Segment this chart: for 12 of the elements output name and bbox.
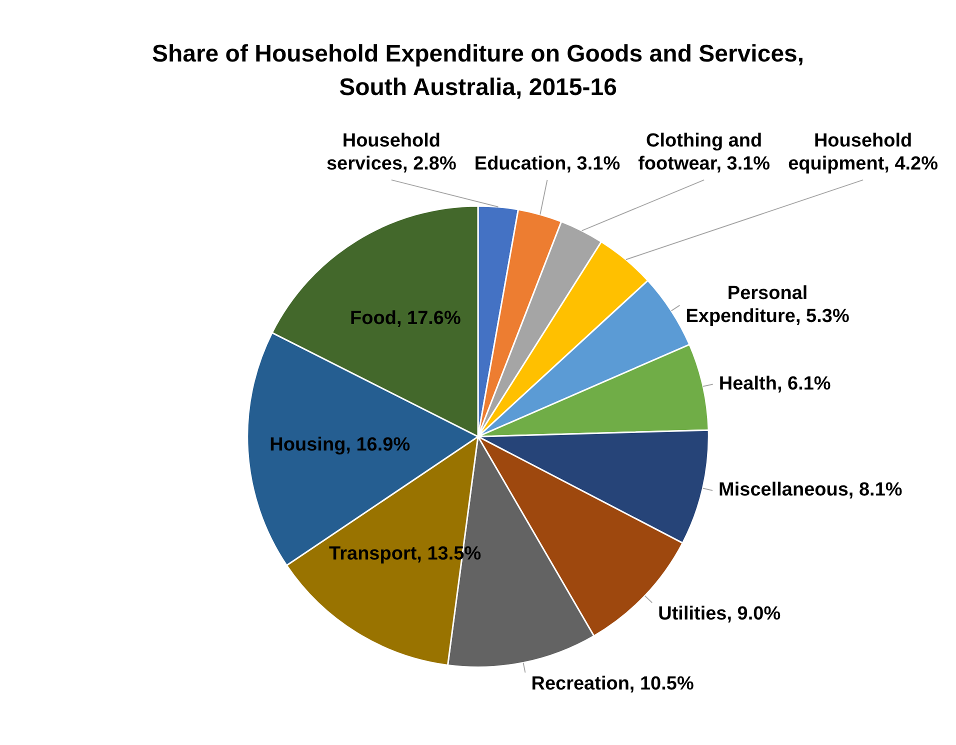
slice-label: Clothing and footwear, 3.1% — [638, 130, 770, 175]
chart-title: Share of Household Expenditure on Goods and Services, South Australia, 2015-16 — [152, 40, 804, 102]
slice-label: Utilities, 9.0% — [658, 603, 781, 624]
slice-label: Housing, 16.9% — [270, 434, 410, 456]
slice-label: Food, 17.6% — [350, 308, 461, 329]
slice-label: Education, 3.1% — [474, 154, 620, 175]
slice-label: Recreation, 10.5% — [531, 673, 694, 694]
slice-label: Health, 6.1% — [718, 373, 831, 394]
slice-label: Personal Expenditure, 5.3% — [686, 283, 850, 328]
slice-label: Household services, 2.8% — [326, 130, 456, 175]
slice-label: Household equipment, 4.2% — [788, 130, 938, 175]
slice-label: Miscellaneous, 8.1% — [718, 480, 902, 501]
